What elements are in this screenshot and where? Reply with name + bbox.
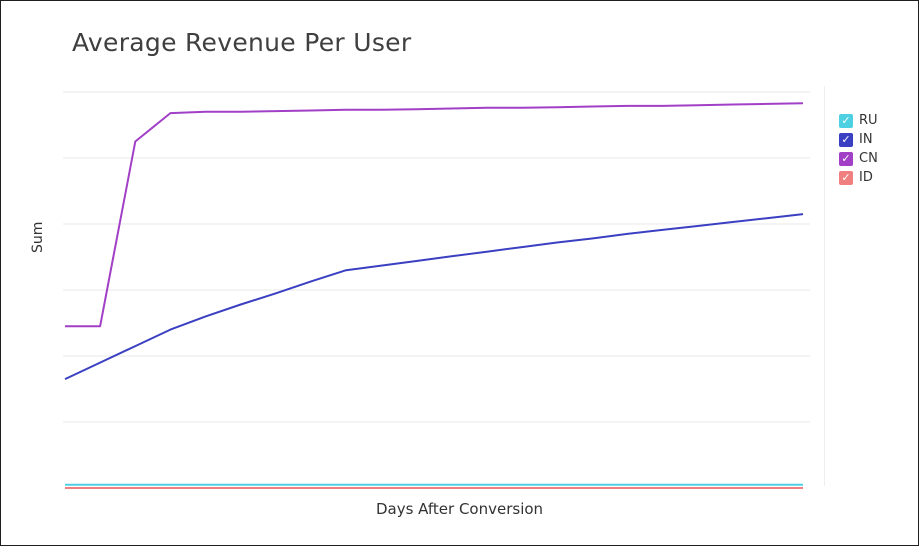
- legend-label: IN: [859, 132, 873, 147]
- legend-item-cn[interactable]: ✓ CN: [839, 149, 878, 168]
- legend-label: ID: [859, 170, 873, 185]
- checkbox-icon[interactable]: ✓: [839, 151, 853, 166]
- legend-label: CN: [859, 151, 878, 166]
- checkbox-icon[interactable]: ✓: [839, 132, 853, 147]
- legend-item-ru[interactable]: ✓ RU: [839, 111, 878, 130]
- checkbox-icon[interactable]: ✓: [839, 113, 853, 128]
- legend-label: RU: [859, 113, 878, 128]
- legend: ✓ RU ✓ IN ✓ CN ✓ ID: [839, 111, 878, 187]
- legend-item-id[interactable]: ✓ ID: [839, 168, 878, 187]
- series-line-cn[interactable]: [65, 102, 804, 328]
- x-axis-label: Days After Conversion: [375, 500, 544, 518]
- chart-title: Average Revenue Per User: [72, 28, 412, 57]
- legend-divider: [824, 86, 825, 486]
- legend-item-in[interactable]: ✓ IN: [839, 130, 878, 149]
- series-line-in[interactable]: [64, 213, 804, 381]
- checkbox-icon[interactable]: ✓: [839, 170, 853, 185]
